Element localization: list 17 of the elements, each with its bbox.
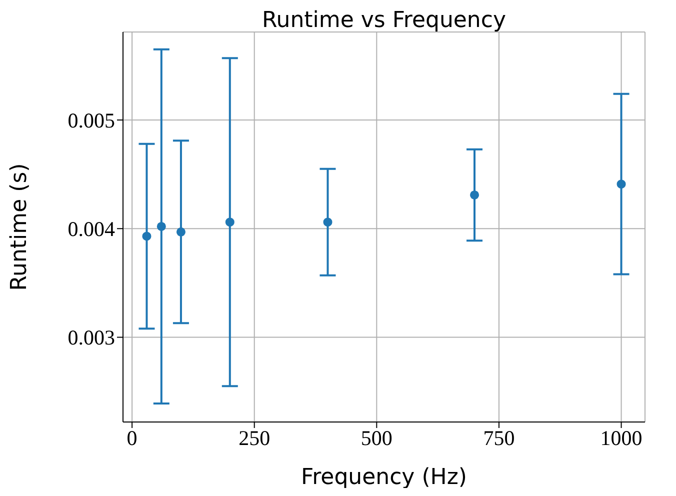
- y-tick-label: 0.004: [68, 217, 116, 242]
- x-tick-label: 750: [483, 426, 515, 450]
- point: [156, 222, 166, 231]
- x-tick-label: 0: [126, 426, 138, 450]
- x-tick-label: 250: [238, 426, 270, 450]
- y-tick-label: 0.005: [68, 108, 115, 132]
- point: [225, 218, 234, 227]
- point: [176, 227, 186, 236]
- y-tick-label: 0.003: [68, 326, 115, 350]
- point: [323, 218, 332, 227]
- x-tick-label: 1000: [600, 426, 642, 450]
- point: [616, 180, 626, 189]
- chart-title: Runtime vs Frequency: [260, 8, 507, 33]
- y-axis-title: Runtime (s): [6, 163, 32, 291]
- point: [142, 232, 152, 241]
- point: [470, 190, 480, 200]
- x-tick-label: 500: [360, 426, 392, 450]
